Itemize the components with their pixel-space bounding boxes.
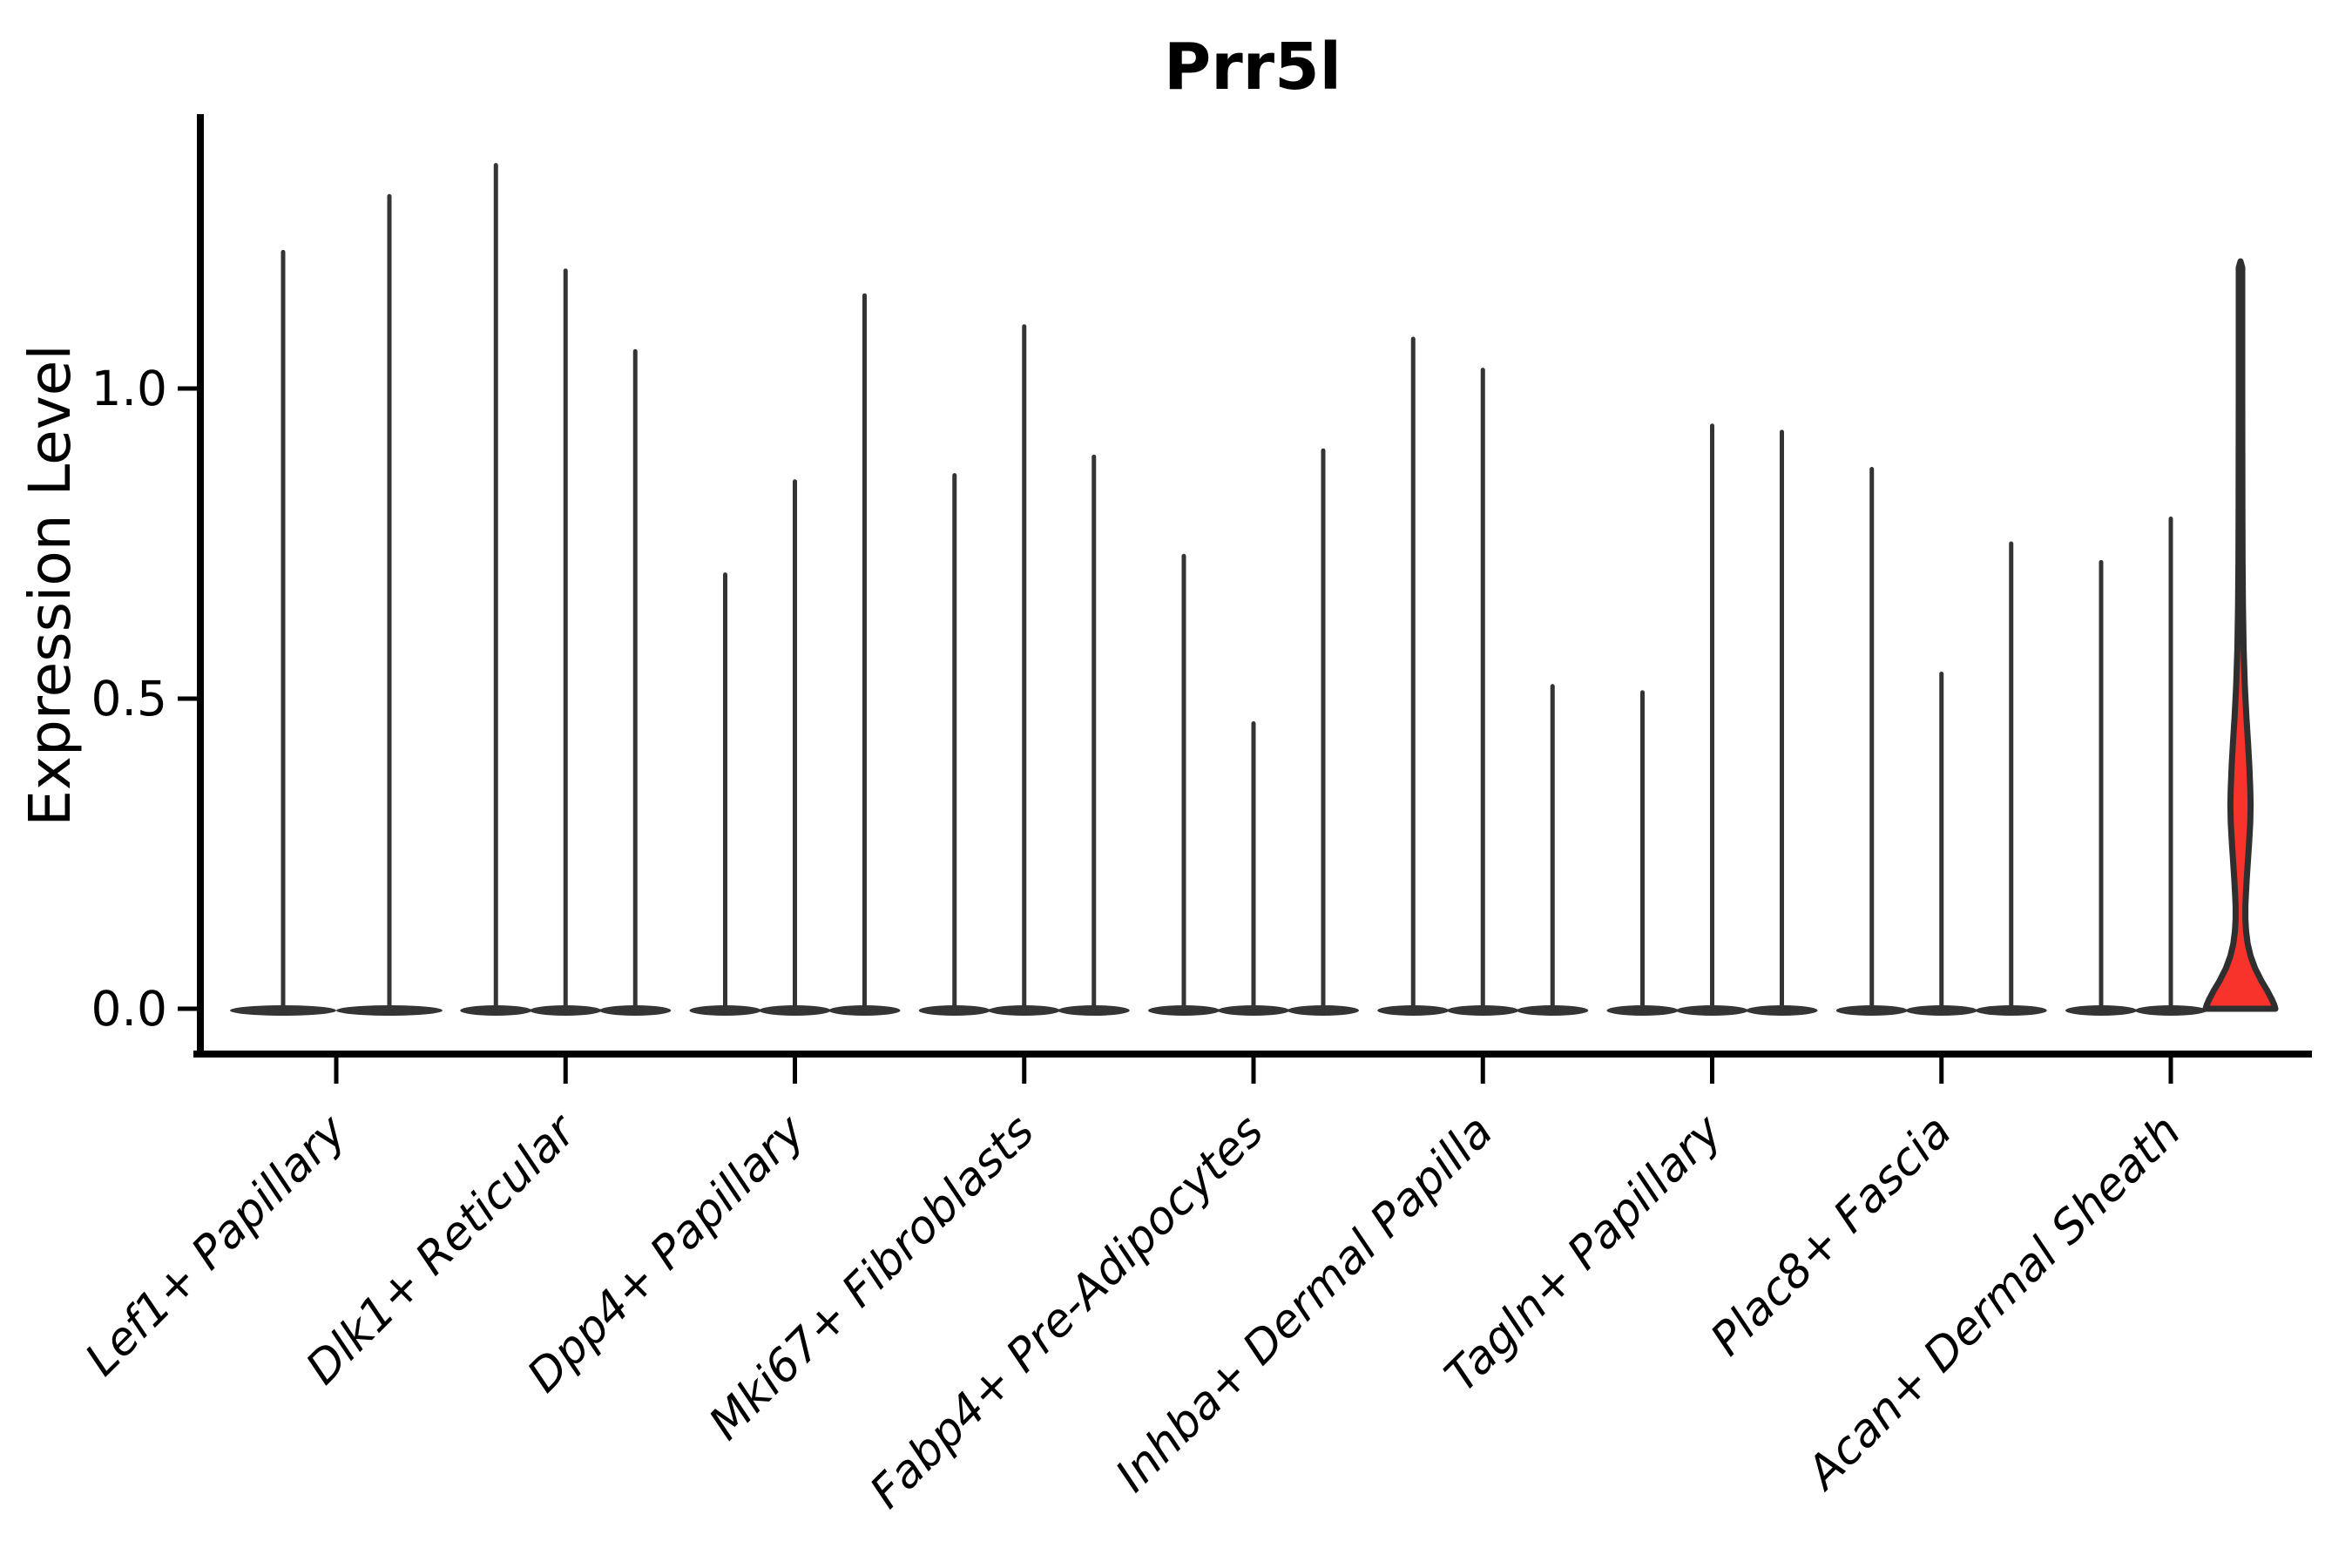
violins-layer (230, 163, 2279, 1016)
violin-base (918, 1005, 990, 1016)
violin-base (2135, 1005, 2207, 1016)
violin-base (530, 1005, 602, 1016)
highlighted-violin (2202, 258, 2279, 1012)
violin-base (689, 1005, 761, 1016)
violin-base (759, 1005, 831, 1016)
y-tick-label: 0.5 (91, 671, 167, 727)
x-tick-label: Fabp4+ Pre-Adipocytes (861, 1105, 1274, 1519)
violin-base (336, 1005, 443, 1016)
violin-base (599, 1005, 672, 1016)
violin-base (1746, 1005, 1818, 1016)
x-tick-label: Plac8+ Fascia (1701, 1105, 1962, 1366)
violin-base (1517, 1005, 1589, 1016)
y-tick-label: 0.0 (91, 981, 167, 1037)
violin-base (1676, 1005, 1748, 1016)
plot-title: Prr5l (1164, 30, 1342, 105)
violin-base (988, 1005, 1060, 1016)
x-tick-label: Inhba+ Dermal Papilla (1106, 1105, 1504, 1503)
violin-base (1835, 1005, 1908, 1016)
violin-base (1606, 1005, 1679, 1016)
violin-base (1148, 1005, 1220, 1016)
violin-base (1377, 1005, 1450, 1016)
violin-base (1447, 1005, 1519, 1016)
x-tick-label: Acan+ Dermal Sheath (1795, 1105, 2191, 1501)
violin-base (1058, 1005, 1130, 1016)
violin-base (828, 1005, 901, 1016)
y-tick-label: 1.0 (91, 361, 167, 416)
violin-base (2065, 1005, 2137, 1016)
violin-base (1218, 1005, 1289, 1016)
y-axis-ticks: 0.0 0.5 1.0 (91, 361, 199, 1037)
violin-base (230, 1005, 336, 1016)
violin-base (1905, 1005, 1977, 1016)
violin-base (460, 1005, 532, 1016)
violin-base (1975, 1005, 2047, 1016)
y-axis-label: Expression Level (17, 344, 84, 826)
violin-base (1288, 1005, 1359, 1016)
